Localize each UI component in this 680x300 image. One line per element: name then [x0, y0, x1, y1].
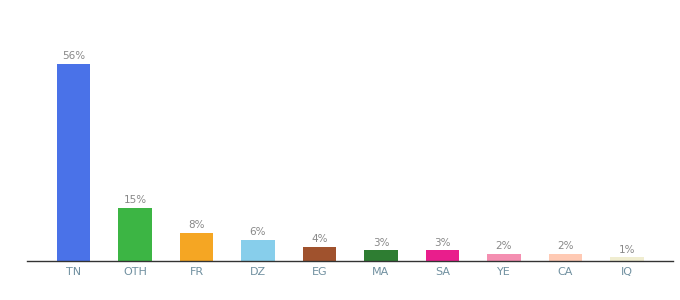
Bar	[610, 257, 644, 261]
Text: 3%: 3%	[435, 238, 451, 248]
Bar	[180, 233, 214, 261]
Bar	[56, 64, 90, 261]
Text: 6%: 6%	[250, 227, 266, 237]
Text: 2%: 2%	[557, 241, 574, 251]
Bar	[303, 247, 337, 261]
Text: 1%: 1%	[619, 245, 635, 255]
Text: 2%: 2%	[496, 241, 512, 251]
Text: 15%: 15%	[123, 196, 146, 206]
Bar	[487, 254, 521, 261]
Bar	[364, 250, 398, 261]
Bar	[241, 240, 275, 261]
Bar	[118, 208, 152, 261]
Bar	[426, 250, 460, 261]
Text: 8%: 8%	[188, 220, 205, 230]
Text: 4%: 4%	[311, 234, 328, 244]
Bar	[549, 254, 582, 261]
Text: 56%: 56%	[62, 51, 85, 61]
Text: 3%: 3%	[373, 238, 389, 248]
